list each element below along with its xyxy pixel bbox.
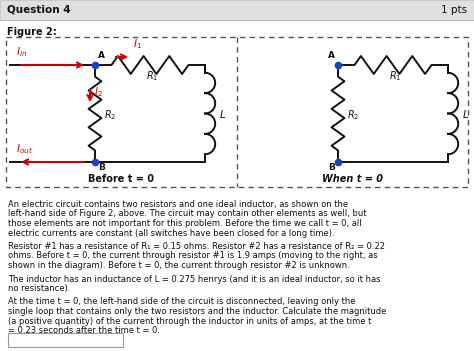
- Text: At the time t = 0, the left-hand side of the circuit is disconnected, leaving on: At the time t = 0, the left-hand side of…: [8, 298, 356, 306]
- Text: B: B: [328, 163, 335, 172]
- Text: Resistor #1 has a resistance of R₁ = 0.15 ohms. Resistor #2 has a resistance of : Resistor #1 has a resistance of R₁ = 0.1…: [8, 242, 385, 251]
- Text: When t = 0: When t = 0: [322, 174, 383, 184]
- Text: B: B: [98, 163, 105, 172]
- Text: $I_1$: $I_1$: [133, 37, 142, 51]
- Text: An electric circuit contains two resistors and one ideal inductor, as shown on t: An electric circuit contains two resisto…: [8, 200, 348, 209]
- Text: The inductor has an inductance of L = 0.275 henrys (and it is an ideal inductor,: The inductor has an inductance of L = 0.…: [8, 274, 381, 284]
- Text: $R_2$: $R_2$: [347, 108, 359, 122]
- Text: A: A: [98, 51, 105, 60]
- Text: Question 4: Question 4: [7, 5, 71, 15]
- Text: electric currents are constant (all switches have been closed for a long time).: electric currents are constant (all swit…: [8, 229, 335, 238]
- Bar: [8, 333, 123, 347]
- Text: A: A: [328, 51, 335, 60]
- Bar: [6, 37, 468, 187]
- Text: $R_2$: $R_2$: [104, 108, 116, 122]
- Text: left-hand side of Figure 2, above. The circuit may contain other elements as wel: left-hand side of Figure 2, above. The c…: [8, 210, 366, 219]
- Text: 1 pts: 1 pts: [441, 5, 467, 15]
- Text: no resistance).: no resistance).: [8, 284, 70, 293]
- Text: $I_{in}$: $I_{in}$: [16, 45, 27, 59]
- Text: $I_{out}$: $I_{out}$: [16, 142, 33, 156]
- Text: ohms. Before t = 0, the current through resistor #1 is 1.9 amps (moving to the r: ohms. Before t = 0, the current through …: [8, 252, 378, 260]
- Text: $L$: $L$: [219, 108, 226, 120]
- Text: those elements are not important for this problem. Before the time we call t = 0: those elements are not important for thi…: [8, 219, 362, 228]
- Text: (a positive quantity) of the current through the inductor in units of amps, at t: (a positive quantity) of the current thr…: [8, 317, 371, 325]
- Text: $L$: $L$: [462, 108, 469, 120]
- Text: $R_1$: $R_1$: [146, 69, 158, 83]
- Text: $I_2$: $I_2$: [94, 85, 103, 99]
- Text: single loop that contains only the two resistors and the inductor. Calculate the: single loop that contains only the two r…: [8, 307, 386, 316]
- Bar: [0, 0, 474, 20]
- Text: Figure 2:: Figure 2:: [7, 27, 57, 37]
- Text: $R_1$: $R_1$: [389, 69, 401, 83]
- Text: shown in the diagram). Before t = 0, the current through resistor #2 is unknown.: shown in the diagram). Before t = 0, the…: [8, 261, 350, 270]
- Text: Before t = 0: Before t = 0: [89, 174, 155, 184]
- Text: = 0.23 seconds after the time t = 0.: = 0.23 seconds after the time t = 0.: [8, 326, 160, 335]
